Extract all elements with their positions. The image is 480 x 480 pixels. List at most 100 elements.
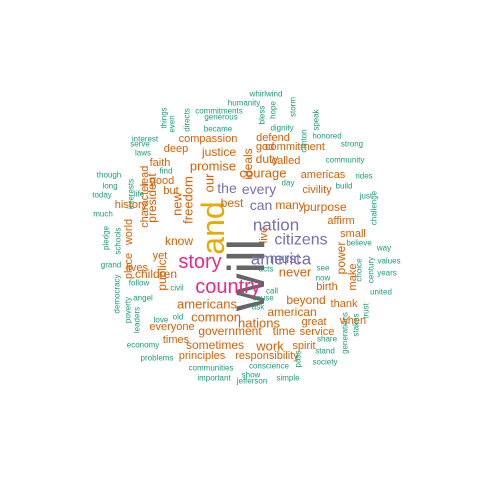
word-yet: yet <box>153 250 168 262</box>
word-best: best <box>221 196 244 210</box>
word-courage: courage <box>240 166 287 181</box>
word-character: character <box>139 182 151 228</box>
word-things: things <box>160 107 169 128</box>
word-pledge: pledge <box>102 225 111 250</box>
word-many: many <box>275 198 304 212</box>
word-americans: americans <box>177 297 237 312</box>
word-america: america <box>251 250 312 269</box>
word-long: long <box>102 182 117 191</box>
word-life: life <box>134 190 145 199</box>
word-bless: bless <box>258 106 267 125</box>
word-make: make <box>347 264 359 291</box>
word-challenge: challenge <box>370 190 379 225</box>
word-strong: strong <box>341 140 363 149</box>
word-compassion: compassion <box>179 133 238 145</box>
word-today: today <box>92 191 112 200</box>
word-leaders: leaders <box>133 307 142 333</box>
word-americas: americas <box>301 169 346 181</box>
word-principles: principles <box>179 350 226 362</box>
word-public: public <box>155 259 169 290</box>
word-speak: speak <box>312 108 321 130</box>
word-lives: lives <box>126 262 149 274</box>
word-can: can <box>250 197 273 213</box>
word-poverty: poverty <box>124 297 133 323</box>
word-beyond: beyond <box>286 293 325 307</box>
word-community: community <box>326 156 365 165</box>
word-our: our <box>202 173 217 192</box>
word-new: new <box>170 191 185 215</box>
word-deep: deep <box>164 143 188 155</box>
word-day: day <box>282 179 295 188</box>
word-service: service <box>300 326 335 338</box>
word-choice: choice <box>355 258 364 282</box>
word-must: must <box>270 250 300 266</box>
word-way: way <box>376 244 391 253</box>
word-just: just <box>359 192 373 201</box>
word-society: society <box>313 358 338 367</box>
word-laws: laws <box>135 149 151 158</box>
word-live: live <box>258 227 270 244</box>
word-believe: believe <box>346 239 372 248</box>
word-build: build <box>336 182 353 191</box>
word-grand: grand <box>101 261 121 270</box>
word-angel: angel <box>133 294 153 303</box>
word-dignity: dignity <box>270 124 293 133</box>
word-cause: cause <box>252 294 274 303</box>
word-conscience: conscience <box>249 362 290 371</box>
word-honored: honored <box>312 132 341 141</box>
word-know: know <box>165 234 193 248</box>
word-faith: faith <box>150 157 171 169</box>
word-communities: communities <box>189 364 234 373</box>
word-problems: problems <box>141 354 174 363</box>
word-spirit: spirit <box>292 340 315 352</box>
word-interests: interests <box>127 179 136 209</box>
word-birth: birth <box>316 281 337 293</box>
word-rides: rides <box>355 172 372 181</box>
word-but: but <box>163 185 178 197</box>
word-acts: acts <box>259 265 274 274</box>
word-defend: defend <box>256 132 290 144</box>
word-now: now <box>316 274 331 283</box>
word-small: small <box>340 228 366 240</box>
word-humanity: humanity <box>228 99 260 108</box>
word-find: find <box>160 167 173 176</box>
word-much: much <box>93 210 113 219</box>
word-government: government <box>198 324 262 338</box>
word-became: became <box>204 125 233 134</box>
word-civility: civility <box>302 184 332 196</box>
word-great: great <box>301 316 326 328</box>
word-commitment: commitment <box>265 141 325 153</box>
word-good: good <box>150 175 174 187</box>
word-children: children <box>135 267 177 281</box>
word-world: world <box>123 219 135 246</box>
word-share: share <box>317 335 338 344</box>
word-never: never <box>279 265 312 280</box>
word-called: called <box>272 155 301 167</box>
word-everyone: everyone <box>149 321 194 333</box>
word-american: american <box>267 305 316 319</box>
word-directs: directs <box>183 108 192 132</box>
word-responsibility: responsibility <box>235 350 299 362</box>
word-though: though <box>97 171 121 180</box>
word-duty: duty <box>256 152 279 166</box>
word-every: every <box>242 181 276 197</box>
word-years: years <box>377 269 397 278</box>
word-follow: follow <box>129 279 150 288</box>
word-ideals: ideals <box>241 148 255 179</box>
word-storm: storm <box>289 97 298 117</box>
word-when: when <box>339 315 366 327</box>
word-citizens: citizens <box>274 232 327 249</box>
word-stakes: stakes <box>352 313 361 336</box>
word-clinton: clinton <box>300 129 309 152</box>
word-whirlwind: whirlwind <box>249 90 283 99</box>
word-work: work <box>255 339 284 354</box>
word-simple: simple <box>276 374 300 383</box>
word-economy: economy <box>127 341 159 350</box>
word-old: old <box>173 313 184 322</box>
word-love: love <box>154 316 169 325</box>
word-values: values <box>377 257 400 266</box>
word-freedom: freedom <box>181 176 196 224</box>
word-and: and <box>195 201 231 254</box>
word-president: president <box>145 173 159 223</box>
